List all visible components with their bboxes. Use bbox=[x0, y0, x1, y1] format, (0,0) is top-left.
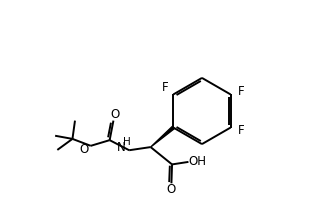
Text: F: F bbox=[162, 81, 169, 94]
Text: F: F bbox=[238, 124, 245, 137]
Polygon shape bbox=[151, 126, 174, 147]
Text: O: O bbox=[80, 143, 89, 156]
Text: OH: OH bbox=[188, 155, 206, 168]
Text: O: O bbox=[110, 108, 120, 121]
Text: N: N bbox=[117, 141, 126, 154]
Text: F: F bbox=[238, 85, 245, 98]
Text: O: O bbox=[167, 182, 176, 196]
Text: H: H bbox=[123, 137, 131, 147]
